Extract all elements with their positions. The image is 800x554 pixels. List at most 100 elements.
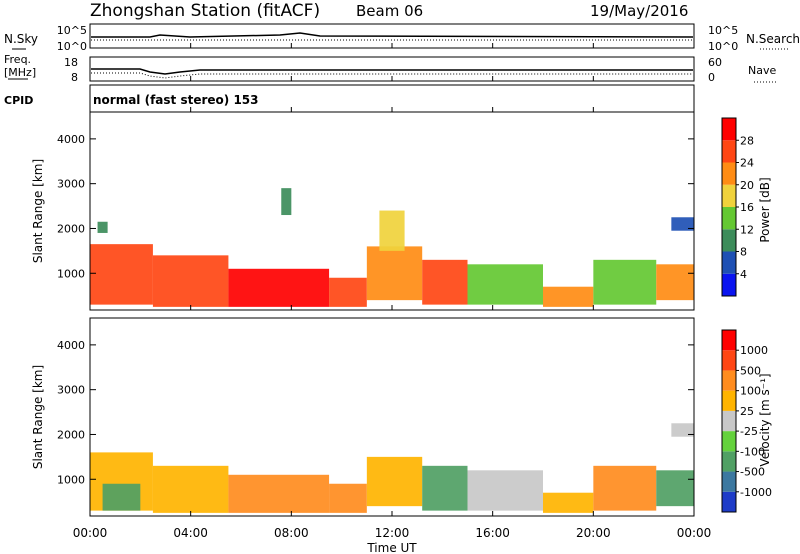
noise-right-tick-bottom: 10^0 [708,40,738,53]
noise-sky-label: N.Sky [4,32,38,46]
velocity-colorbar-label-3: -25 [740,425,758,438]
velocity-colorbar-label-2: -100 [740,445,765,458]
freq-right-tick-bottom: 0 [708,71,715,84]
velocity-colorbar-segment-1 [722,471,736,492]
power-colorbar-label-0: 4 [740,268,747,281]
velocity-region-7 [467,470,543,511]
velocity-region-4 [329,483,367,513]
velocity-region-8 [543,492,594,513]
velocity-ylabel: Slant Range [km] [31,365,45,469]
beam-label: Beam 06 [356,2,423,20]
nave-label: Nave [748,64,776,77]
power-colorbar-segment-2 [722,229,736,252]
velocity-colorbar-label-0: -1000 [740,486,772,499]
power-region-6 [467,264,543,305]
freq-left-tick-top: 18 [64,56,78,69]
power-y-axis: 1000 2000 3000 4000 [57,133,694,280]
power-colorbar-label-1: 8 [740,246,747,259]
velocity-colorbar-label-1: -500 [740,466,765,479]
velocity-region-1 [102,483,141,511]
power-colorbar-segment-6 [722,140,736,163]
xtick-label-5: 20:00 [576,526,611,540]
freq-left-tick-bottom: 8 [71,71,78,84]
power-ytick-label-1: 2000 [57,222,85,235]
velocity-colorbar-segment-7 [722,350,736,371]
power-colorbar-segment-1 [722,251,736,274]
power-colorbar-segment-4 [722,184,736,207]
xtick-label-1: 04:00 [173,526,208,540]
velocity-heatmap [90,423,694,513]
power-region-5 [422,259,468,305]
power-colorbar-label-5: 24 [740,157,754,170]
power-region-4 [366,246,423,301]
power-colorbar-segment-0 [722,273,736,296]
noise-right-tick-top: 10^5 [708,24,738,37]
velocity-region-6 [422,465,468,511]
power-region-2 [228,268,330,307]
velocity-region-5 [366,456,423,507]
velocity-ytick-label-2: 3000 [57,384,85,397]
power-colorbar: 4 8 12 16 20 24 28 [721,117,754,297]
velocity-region-11 [671,423,694,437]
power-colorbar-label-6: 28 [740,134,754,147]
velocity-colorbar-frame [721,329,737,513]
power-ylabel: Slant Range [km] [31,159,45,263]
power-colorbar-segment-7 [722,118,736,141]
cpid-label: CPID [4,94,33,107]
xtick-label-3: 12:00 [375,526,410,540]
velocity-colorbar-segment-2 [722,451,736,472]
power-ytick-label-0: 1000 [57,267,85,280]
velocity-colorbar-label: Velocity [m s⁻¹] [758,373,772,466]
freq-trace [91,68,693,75]
power-region-1 [152,255,229,307]
xtick-label-4: 16:00 [475,526,510,540]
xtick-label-2: 08:00 [274,526,309,540]
velocity-colorbar-segment-6 [722,370,736,391]
power-colorbar-label-3: 16 [740,201,754,214]
velocity-colorbar-segment-4 [722,410,736,432]
velocity-colorbar-label-7: 1000 [740,344,768,357]
velocity-ytick-label-3: 4000 [57,339,85,352]
power-colorbar-segment-3 [722,207,736,230]
time-xlabel: Time UT [366,541,417,554]
xtick-label-0: 00:00 [73,526,108,540]
power-region-12 [379,210,405,251]
freq-label-line1: Freq. [4,53,31,66]
velocity-colorbar-segment-5 [722,390,736,411]
nave-trace [91,72,693,79]
power-region-8 [593,259,657,305]
velocity-colorbar-label-6: 500 [740,364,761,377]
power-colorbar-label-4: 20 [740,179,754,192]
velocity-region-2 [152,465,229,513]
noise-left-tick-bottom: 10^0 [57,40,87,53]
date-label: 19/May/2016 [590,2,688,20]
xtick-label-6: 00:00 [677,526,712,540]
power-heatmap [90,188,694,307]
velocity-colorbar: -1000 -500 -100 -25 25 100 500 1000 [721,329,772,513]
power-region-13 [281,188,292,216]
power-colorbar-label-2: 12 [740,223,754,236]
power-region-9 [656,264,694,301]
power-region-0 [90,244,153,305]
velocity-colorbar-label-4: 25 [740,405,754,418]
velocity-region-9 [593,465,657,511]
velocity-y-axis: 1000 2000 3000 4000 [57,339,694,486]
velocity-ytick-label-1: 2000 [57,428,85,441]
velocity-region-3 [228,474,330,513]
power-colorbar-segment-5 [722,162,736,185]
freq-right-tick-top: 60 [708,56,722,69]
noise-search-label: N.Search [746,32,800,46]
power-ytick-label-3: 4000 [57,133,85,146]
power-region-11 [97,221,108,233]
station-title: Zhongshan Station (fitACF) [90,1,320,21]
noise-left-tick-top: 10^5 [57,24,87,37]
power-region-7 [543,286,594,307]
velocity-region-10 [656,470,694,507]
time-x-axis: 00:00 04:00 08:00 12:00 16:00 20:00 00:00 [73,43,712,540]
cpid-mode-text: normal (fast stereo) 153 [93,93,259,107]
power-region-10 [671,217,694,231]
power-ytick-label-2: 3000 [57,178,85,191]
power-colorbar-label: Power [dB] [758,177,772,242]
velocity-colorbar-segment-8 [722,330,736,351]
